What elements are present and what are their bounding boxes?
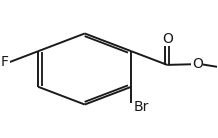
Text: F: F: [0, 55, 8, 69]
Text: O: O: [162, 32, 173, 46]
Text: Br: Br: [133, 100, 149, 114]
Text: O: O: [192, 57, 203, 71]
